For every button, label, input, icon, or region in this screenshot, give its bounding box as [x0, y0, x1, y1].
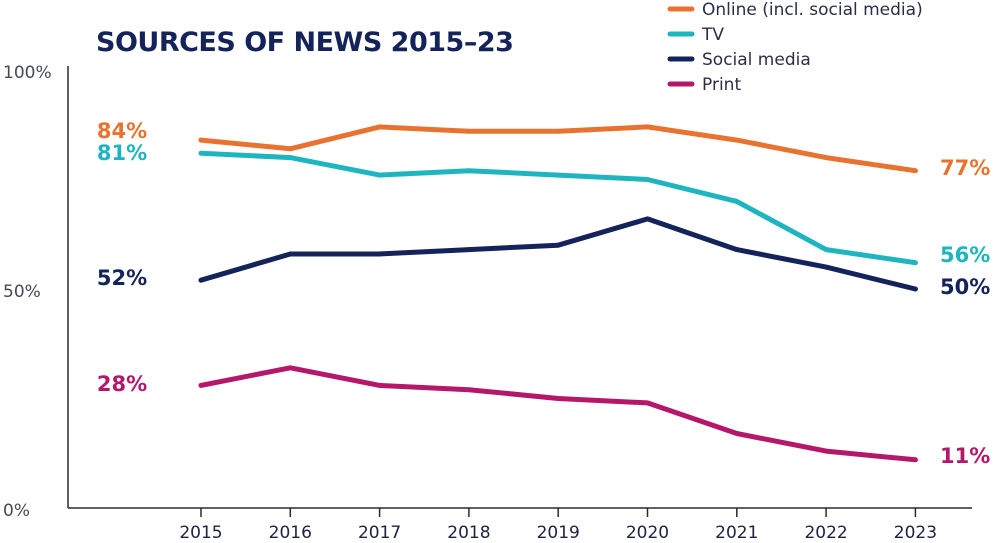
legend-label: TV	[701, 25, 724, 45]
y-tick-label: 50%	[3, 282, 41, 302]
legend-label: Print	[702, 75, 741, 95]
data-point	[913, 168, 918, 174]
series-line	[198, 365, 918, 463]
data-point	[466, 128, 472, 134]
data-point	[287, 146, 293, 152]
data-point	[913, 260, 918, 266]
data-point	[734, 247, 740, 252]
series-0: 84% 77%	[97, 119, 990, 180]
data-point	[645, 124, 650, 130]
legend-label: Online (incl. social media)	[702, 0, 923, 20]
start-value-label: 84%	[97, 119, 147, 143]
data-point	[198, 382, 204, 388]
data-point	[555, 396, 561, 401]
start-value-label: 28%	[97, 372, 147, 396]
axes: 0% 50% 100% 2015 2016 2017 2018 2019 2020 2021 202…	[3, 63, 972, 543]
data-point	[645, 177, 650, 182]
data-point	[913, 286, 918, 292]
data-point	[823, 247, 829, 252]
data-point	[555, 128, 561, 134]
start-value-label: 81%	[97, 141, 147, 165]
data-point	[645, 216, 650, 222]
x-tick-label: 2017	[358, 523, 401, 543]
data-point	[734, 199, 740, 204]
data-point	[823, 264, 829, 270]
x-tick-label: 2019	[537, 523, 580, 543]
chart-title: SOURCES OF NEWS 2015–23	[96, 27, 513, 58]
end-value-label: 50%	[940, 275, 990, 299]
data-point	[377, 382, 382, 388]
end-value-label: 11%	[940, 444, 990, 468]
data-point	[734, 431, 740, 436]
data-point	[555, 172, 561, 178]
legend-label: Social media	[702, 50, 811, 70]
legend: Online (incl. social media) TV Social medi…	[667, 0, 923, 95]
data-point	[555, 242, 561, 248]
end-value-label: 56%	[940, 243, 990, 267]
data-point	[377, 251, 382, 257]
x-tick-label: 2016	[269, 523, 312, 543]
data-point	[287, 251, 293, 257]
data-point	[466, 387, 472, 393]
data-point	[287, 365, 293, 371]
data-point	[198, 150, 204, 156]
data-point	[466, 247, 472, 252]
x-tick-label: 2015	[179, 523, 222, 543]
data-point	[823, 155, 829, 161]
data-point	[198, 277, 204, 283]
x-tick-label: 2022	[804, 523, 847, 543]
end-value-label: 77%	[940, 156, 990, 180]
series-1: 81% 56%	[97, 141, 990, 267]
data-point	[287, 155, 293, 161]
data-point	[377, 172, 382, 178]
data-point	[823, 448, 829, 454]
start-value-label: 52%	[97, 266, 147, 290]
x-tick-label: 2021	[715, 523, 758, 543]
data-point	[377, 124, 382, 130]
x-tick-label: 2023	[894, 523, 937, 543]
data-point	[466, 168, 472, 174]
y-tick-label: 100%	[3, 63, 52, 83]
data-point	[198, 137, 204, 143]
series-3: 28% 11%	[97, 365, 990, 468]
series-group: 84% 77% 81% 56% 52% 50% 28% 11%	[97, 119, 990, 468]
data-point	[913, 457, 918, 463]
series-line	[198, 216, 918, 292]
data-point	[645, 400, 650, 406]
data-point	[734, 137, 740, 143]
x-tick-label: 2018	[447, 523, 490, 543]
x-tick-label: 2020	[626, 523, 669, 543]
y-tick-label: 0%	[3, 501, 30, 521]
series-2: 52% 50%	[97, 216, 990, 299]
